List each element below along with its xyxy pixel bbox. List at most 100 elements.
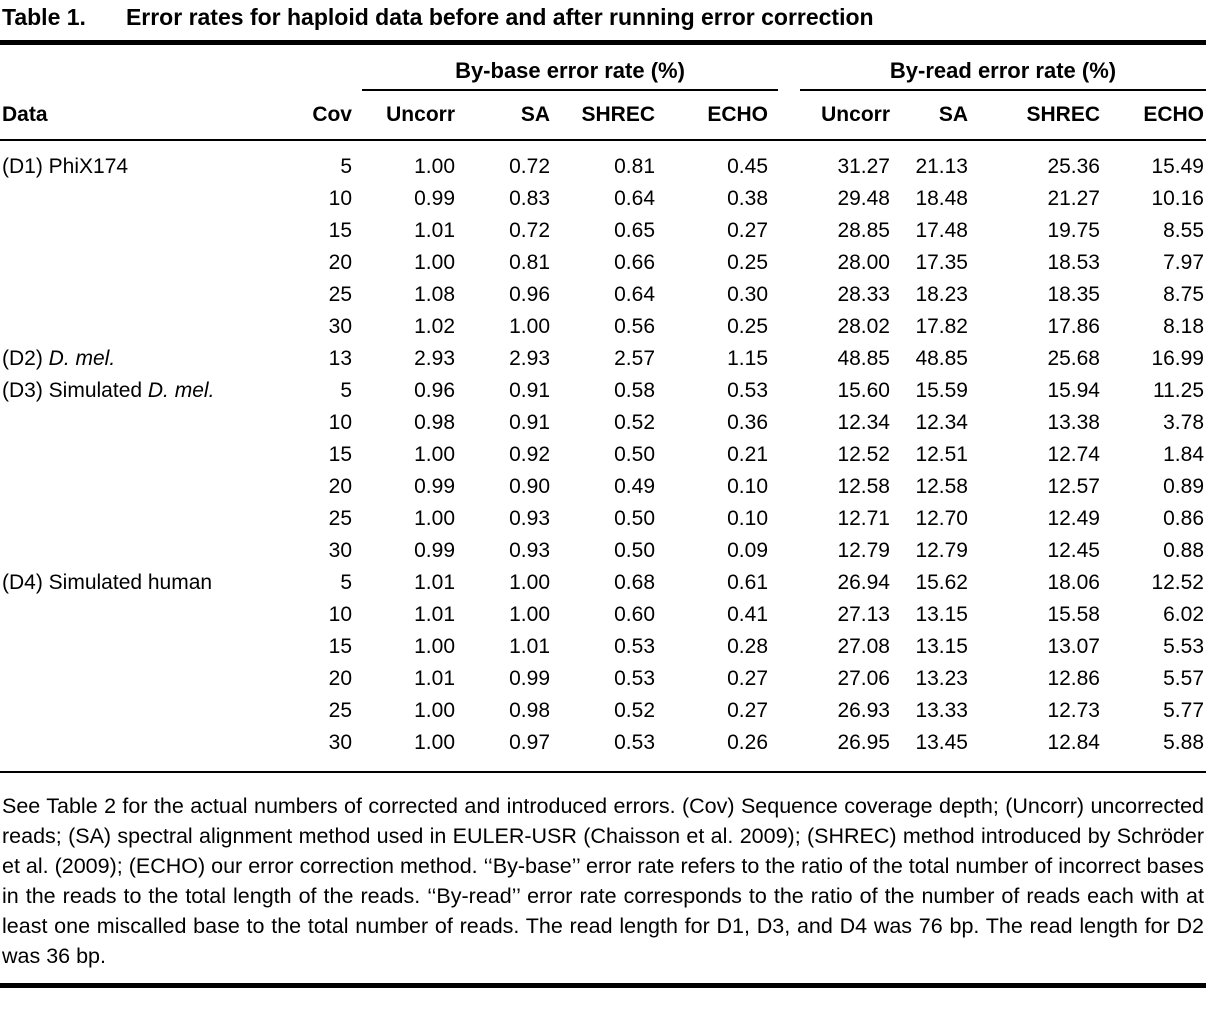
cell-value: 15.62 — [915, 571, 968, 594]
cell-value: 13.15 — [915, 603, 968, 626]
cell-value: 0.81 — [509, 251, 550, 274]
row-cov: 5 — [340, 379, 352, 402]
row-label: (D3) Simulated D. mel. — [2, 379, 215, 402]
cell-value: 2.93 — [414, 347, 455, 370]
cell-value: 25.36 — [1047, 155, 1100, 178]
cell-value: 27.13 — [837, 603, 890, 626]
cell-value: 0.45 — [727, 155, 768, 178]
row-cov: 15 — [328, 635, 352, 658]
cell-value: 2.93 — [509, 347, 550, 370]
cell-value: 18.35 — [1047, 283, 1100, 306]
row-cov: 25 — [328, 699, 352, 722]
cell-value: 10.16 — [1151, 187, 1204, 210]
cell-value: 18.23 — [915, 283, 968, 306]
cell-value: 13.15 — [915, 635, 968, 658]
row-cov: 30 — [328, 539, 352, 562]
cell-value: 28.33 — [837, 283, 890, 306]
group-header-blank — [0, 45, 362, 90]
table-row: (D1) PhiX174 5 1.00 0.72 0.81 0.45 31.27 21.13 2… — [0, 140, 1206, 183]
cell-value: 12.79 — [837, 539, 890, 562]
cell-value: 17.82 — [915, 315, 968, 338]
cell-value: 0.50 — [614, 539, 655, 562]
cell-value: 0.38 — [727, 187, 768, 210]
cell-value: 0.27 — [727, 699, 768, 722]
cell-value: 6.02 — [1163, 603, 1204, 626]
cell-value: 12.79 — [915, 539, 968, 562]
cell-value: 0.50 — [614, 507, 655, 530]
cell-value: 12.58 — [837, 475, 890, 498]
row-label — [0, 695, 300, 727]
cell-value: 1.08 — [414, 283, 455, 306]
cell-value: 12.70 — [915, 507, 968, 530]
table-row: 20 0.99 0.90 0.49 0.10 12.58 12.58 12.57 0.89 — [0, 471, 1206, 503]
table-row: 10 1.01 1.00 0.60 0.41 27.13 13.15 15.58 6.02 — [0, 599, 1206, 631]
cell-value: 13.33 — [915, 699, 968, 722]
cell-value: 5.88 — [1163, 731, 1204, 754]
cell-value: 13.23 — [915, 667, 968, 690]
cell-value: 0.60 — [614, 603, 655, 626]
cell-value: 26.94 — [837, 571, 890, 594]
column-gap — [778, 90, 800, 141]
cell-value: 0.53 — [614, 667, 655, 690]
cell-value: 12.73 — [1047, 699, 1100, 722]
cell-value: 0.25 — [727, 315, 768, 338]
cell-value: 1.00 — [509, 315, 550, 338]
table-row: (D2) D. mel. 13 2.93 2.93 2.57 1.15 48.85 48.85… — [0, 343, 1206, 375]
cell-value: 48.85 — [837, 347, 890, 370]
table-row: 15 1.00 1.01 0.53 0.28 27.08 13.15 13.07 5.53 — [0, 631, 1206, 663]
col-header-shrec-read: SHREC — [978, 90, 1110, 141]
cell-value: 1.01 — [509, 635, 550, 658]
column-gap — [778, 695, 800, 727]
cell-value: 0.72 — [509, 219, 550, 242]
cell-value: 0.93 — [509, 507, 550, 530]
cell-value: 0.27 — [727, 667, 768, 690]
cell-value: 0.72 — [509, 155, 550, 178]
row-cov: 20 — [328, 475, 352, 498]
cell-value: 26.95 — [837, 731, 890, 754]
cell-value: 12.34 — [915, 411, 968, 434]
row-label — [0, 247, 300, 279]
row-cov: 30 — [328, 731, 352, 754]
cell-value: 1.00 — [414, 635, 455, 658]
col-header-sa-read: SA — [900, 90, 978, 141]
table-footnote: See Table 2 for the actual numbers of co… — [2, 794, 1204, 968]
cell-value: 0.53 — [614, 731, 655, 754]
column-gap — [778, 471, 800, 503]
cell-value: 0.53 — [727, 379, 768, 402]
cell-value: 0.25 — [727, 251, 768, 274]
column-gap — [778, 375, 800, 407]
cell-value: 0.96 — [414, 379, 455, 402]
cell-value: 28.85 — [837, 219, 890, 242]
cell-value: 15.58 — [1047, 603, 1100, 626]
row-cov: 5 — [340, 571, 352, 594]
cell-value: 0.28 — [727, 635, 768, 658]
cell-value: 1.15 — [727, 347, 768, 370]
cell-value: 0.68 — [614, 571, 655, 594]
cell-value: 0.88 — [1163, 539, 1204, 562]
cell-value: 0.26 — [727, 731, 768, 754]
row-label — [0, 535, 300, 567]
col-header-shrec-base: SHREC — [560, 90, 665, 141]
cell-value: 19.75 — [1047, 219, 1100, 242]
cell-value: 12.49 — [1047, 507, 1100, 530]
column-gap — [778, 439, 800, 471]
col-header-data: Data — [0, 90, 300, 141]
cell-value: 0.89 — [1163, 475, 1204, 498]
table-body: (D1) PhiX174 5 1.00 0.72 0.81 0.45 31.27 21.13 2… — [0, 140, 1206, 759]
cell-value: 1.01 — [414, 667, 455, 690]
col-header-echo-read: ECHO — [1110, 90, 1206, 141]
cell-value: 8.18 — [1163, 315, 1204, 338]
cell-value: 3.78 — [1163, 411, 1204, 434]
row-cov: 10 — [328, 187, 352, 210]
cell-value: 0.83 — [509, 187, 550, 210]
cell-value: 12.51 — [915, 443, 968, 466]
table-row: 30 0.99 0.93 0.50 0.09 12.79 12.79 12.45 0.88 — [0, 535, 1206, 567]
cell-value: 17.48 — [915, 219, 968, 242]
column-gap — [778, 215, 800, 247]
divider-top — [0, 40, 1206, 45]
cell-value: 7.97 — [1163, 251, 1204, 274]
cell-value: 13.38 — [1047, 411, 1100, 434]
cell-value: 0.99 — [414, 539, 455, 562]
col-header-uncorr-read: Uncorr — [800, 90, 900, 141]
cell-value: 1.00 — [414, 699, 455, 722]
